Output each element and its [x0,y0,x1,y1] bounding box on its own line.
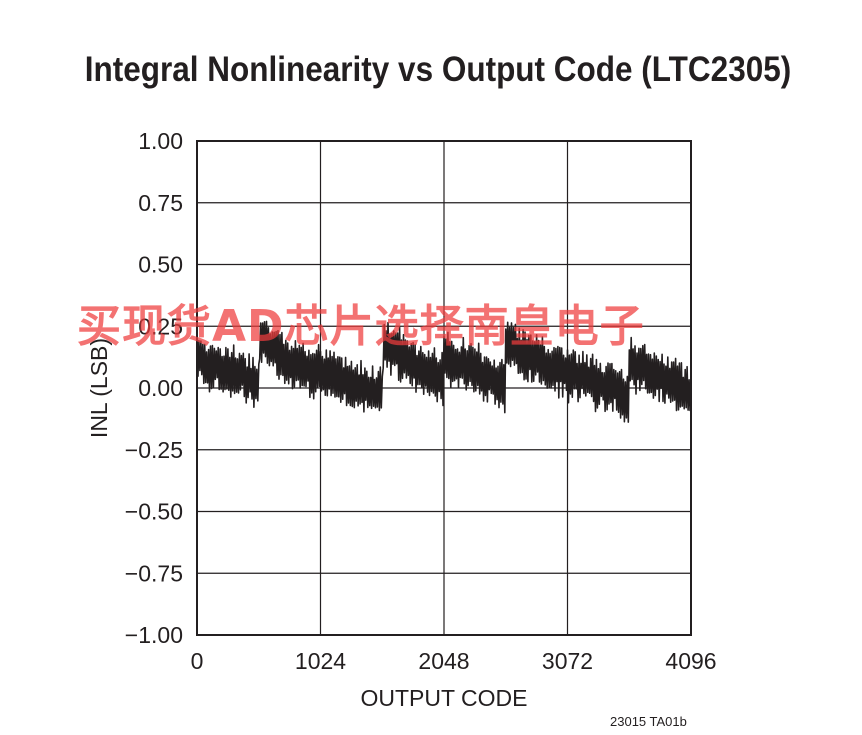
y-tick-label: −0.50 [125,499,183,525]
y-tick-label: 0.00 [138,375,183,401]
figure-code: 23015 TA01b [610,714,687,729]
x-axis-label: OUTPUT CODE [361,685,528,711]
series-layer [196,320,692,423]
x-tick-label: 1024 [295,648,346,674]
x-tick-label: 0 [191,648,204,674]
x-tick-labels: 0 1024 2048 3072 4096 [191,648,717,674]
y-tick-labels: 1.00 0.75 0.50 0.25 0.00 −0.25 −0.50 −0.75 −1.00 [125,128,183,648]
x-tick-label: 2048 [418,648,469,674]
x-tick-label: 4096 [665,648,716,674]
y-tick-label: −1.00 [125,622,183,648]
y-tick-label: 0.50 [138,252,183,278]
chart-title: Integral Nonlinearity vs Output Code (LT… [84,50,792,89]
inl-series-line [196,320,692,423]
y-tick-label: 1.00 [138,128,183,154]
y-tick-label: −0.25 [125,437,183,463]
watermark-text: 买现货AD芯片选择南皇电子 [77,301,645,352]
x-tick-label: 3072 [542,648,593,674]
y-tick-label: −0.75 [125,560,183,586]
y-tick-label: 0.75 [138,190,183,216]
y-axis-label: INL (LSB) [86,338,112,438]
y-tick-label: 0.25 [138,313,183,339]
